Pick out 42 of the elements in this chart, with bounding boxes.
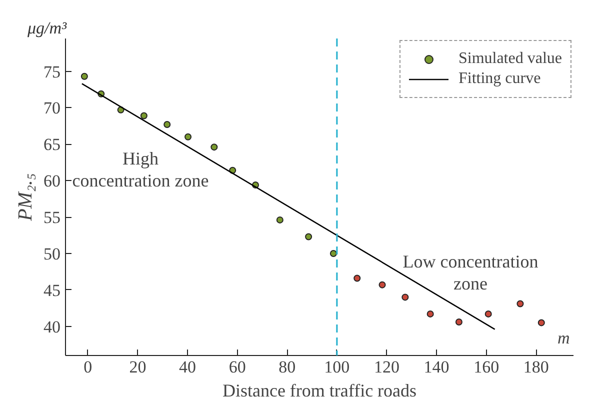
point: [484, 310, 492, 318]
point: [516, 300, 524, 308]
y-tick-label: 45: [44, 280, 60, 300]
legend-label: Simulated value: [458, 50, 562, 68]
point: [164, 120, 171, 128]
y-tick-label: 65: [44, 135, 60, 154]
point: [426, 310, 434, 318]
point: [330, 250, 337, 257]
point: [305, 233, 312, 240]
point: [276, 216, 284, 224]
x-tick-label: 120: [374, 358, 400, 376]
x-tick-label: 80: [278, 358, 296, 376]
point: [210, 144, 218, 151]
y-tick-label: 55: [44, 208, 60, 228]
y-tick-label: 50: [44, 244, 60, 264]
x-tick-label: 180: [523, 358, 549, 376]
x-tick-label: 160: [474, 358, 500, 376]
point: [402, 294, 409, 301]
y-tick-label: 70: [44, 98, 60, 118]
annotation: Low concentration zone: [402, 252, 538, 294]
point: [184, 133, 192, 140]
y-tick-label: 40: [44, 317, 60, 336]
x-tick-label: 60: [228, 358, 246, 376]
annotation: m: [558, 328, 570, 348]
x-tick-label: 0: [84, 358, 92, 376]
point: [140, 112, 148, 120]
legend-label: Fitting curve: [458, 70, 541, 88]
point: [378, 281, 386, 288]
y-tick-label: 75: [44, 62, 60, 82]
x-tick-label: 20: [129, 358, 146, 376]
text: μg/m³: [26, 18, 68, 38]
y-axis-title: PM₂.₅: [14, 173, 36, 222]
point: [455, 318, 462, 326]
x-tick-label: 140: [424, 358, 450, 376]
x-tick-label: 40: [179, 358, 196, 376]
point: [538, 319, 545, 326]
point: [354, 274, 361, 282]
x-tick-label: 100: [324, 358, 350, 376]
annotation: High concentration zone: [72, 148, 209, 190]
point: [80, 72, 88, 80]
x-axis-title: Distance from traffic roads: [222, 380, 417, 400]
y-tick-label: 60: [44, 172, 60, 191]
